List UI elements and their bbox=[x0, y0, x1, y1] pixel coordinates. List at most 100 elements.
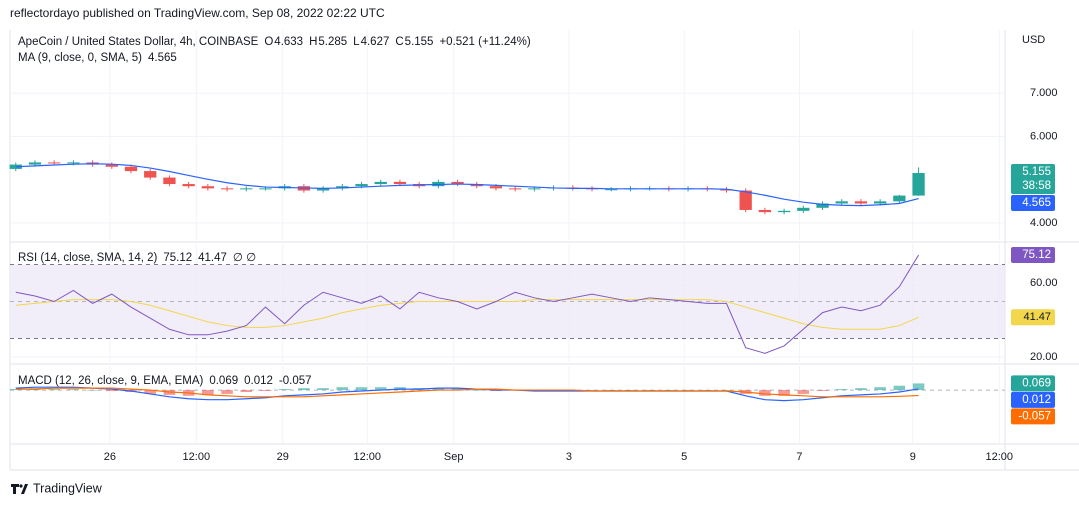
candle-body bbox=[797, 207, 810, 211]
macd-line bbox=[15, 387, 919, 398]
legend-text: RSI (14, close, SMA, 14, 2) bbox=[18, 252, 158, 264]
candle-body bbox=[163, 177, 176, 185]
candle-body bbox=[336, 186, 349, 189]
footer-brand: TradingView bbox=[33, 481, 103, 495]
macd-histogram-bar bbox=[624, 390, 637, 391]
rsi-line bbox=[15, 254, 919, 354]
candle-body bbox=[144, 171, 157, 178]
y-tick-label: 20.00 bbox=[1030, 351, 1058, 363]
macd-histogram-bar bbox=[48, 389, 60, 391]
macd-histogram-bar bbox=[336, 387, 349, 391]
candle-body bbox=[816, 203, 829, 208]
candle-body bbox=[528, 188, 541, 190]
candle-body bbox=[67, 162, 80, 164]
x-tick-label: 26 bbox=[104, 451, 116, 463]
macd-histogram-bar bbox=[240, 390, 253, 392]
candle-body bbox=[220, 188, 234, 190]
legend-text: 0.012 bbox=[244, 375, 273, 387]
legend-text: H bbox=[309, 36, 317, 48]
legend-text: O bbox=[264, 36, 273, 48]
currency-label: USD bbox=[1022, 34, 1045, 46]
macd-histogram-bar bbox=[106, 390, 118, 392]
x-tick-label: 5 bbox=[681, 451, 687, 463]
legend-text: L bbox=[353, 36, 360, 48]
macd-histogram-bar bbox=[67, 389, 80, 391]
macd-histogram-bar bbox=[298, 388, 310, 391]
macd-histogram-bar bbox=[374, 387, 387, 391]
legend-text: 75.12 bbox=[163, 252, 192, 264]
x-tick-label: 9 bbox=[910, 451, 916, 463]
candle-body bbox=[393, 181, 407, 185]
legend-text: -0.057 bbox=[279, 375, 312, 387]
candle-body bbox=[105, 164, 118, 167]
legend-text: C bbox=[395, 36, 403, 48]
candle-body bbox=[854, 201, 868, 204]
candle-body bbox=[182, 184, 195, 187]
candle-body bbox=[893, 195, 906, 202]
candle-body bbox=[912, 173, 925, 196]
macd-histogram-bar bbox=[317, 388, 329, 391]
price-label: 0.012 bbox=[1022, 394, 1051, 406]
macd-histogram-bar bbox=[202, 390, 214, 395]
price-label-box bbox=[1011, 309, 1055, 326]
legend-text: MA (9, close, 0, SMA, 5) bbox=[18, 52, 142, 64]
x-tick-label: 7 bbox=[796, 451, 802, 463]
price-label-box bbox=[1011, 408, 1055, 425]
price-label-box bbox=[1011, 195, 1055, 212]
macd-histogram-bar bbox=[778, 390, 790, 396]
legend-text: 5.155 bbox=[405, 36, 434, 48]
y-tick-label: 6.000 bbox=[1030, 130, 1058, 142]
x-tick-label: 12:00 bbox=[183, 451, 211, 463]
candle-body bbox=[835, 201, 848, 204]
ma-line bbox=[15, 163, 919, 207]
candle-body bbox=[28, 162, 42, 165]
x-tick-label: 12:00 bbox=[354, 451, 382, 463]
candle-body bbox=[451, 181, 464, 185]
candle-body bbox=[201, 186, 214, 189]
candle-body bbox=[605, 189, 618, 191]
price-label-box bbox=[1011, 164, 1055, 195]
legend-text: 0.069 bbox=[209, 375, 238, 387]
macd-histogram-bar bbox=[432, 388, 445, 391]
legend-text: 4.565 bbox=[148, 52, 177, 64]
macd-histogram-bar bbox=[663, 390, 675, 391]
macd-histogram-bar bbox=[912, 383, 925, 391]
macd-histogram-bar bbox=[605, 390, 617, 391]
macd-line bbox=[15, 386, 919, 402]
macd-histogram-bar bbox=[643, 390, 656, 391]
x-tick-label: 29 bbox=[277, 451, 289, 463]
macd-histogram-bar bbox=[759, 390, 771, 396]
macd-histogram-bar bbox=[144, 390, 156, 394]
price-label: -0.057 bbox=[1018, 410, 1051, 422]
legend-text: 4.627 bbox=[361, 36, 390, 48]
macd-histogram-bar bbox=[586, 390, 598, 391]
macd-histogram-bar bbox=[278, 389, 291, 391]
rsi-line bbox=[15, 299, 919, 330]
candle-body bbox=[124, 166, 138, 172]
legend-text: 5.285 bbox=[318, 36, 347, 48]
price-label: 4.565 bbox=[1022, 197, 1051, 209]
price-label-box bbox=[1011, 247, 1055, 264]
price-label: 41.47 bbox=[1023, 311, 1051, 323]
footer-logo bbox=[11, 484, 28, 494]
candle-body bbox=[259, 188, 272, 190]
y-tick-label: 60.00 bbox=[1030, 277, 1058, 289]
legend-text: MACD (12, 26, close, 9, EMA, EMA) bbox=[18, 375, 204, 387]
legend-text: +0.521 (+11.24%) bbox=[439, 36, 530, 48]
macd-histogram-bar bbox=[720, 390, 733, 391]
candle-body bbox=[509, 188, 522, 190]
macd-histogram-bar bbox=[816, 390, 829, 392]
x-tick-label: 3 bbox=[566, 451, 572, 463]
candle-body bbox=[739, 190, 752, 210]
macd-histogram-bar bbox=[701, 390, 714, 391]
price-label: 0.069 bbox=[1022, 377, 1051, 389]
price-label-box bbox=[1011, 375, 1055, 392]
macd-histogram-bar bbox=[893, 385, 906, 391]
price-label-box bbox=[1011, 391, 1055, 408]
macd-histogram-bar bbox=[259, 390, 272, 392]
macd-histogram-bar bbox=[682, 390, 694, 391]
candle-body bbox=[240, 188, 253, 190]
candle-body bbox=[355, 184, 368, 187]
legend-text: 41.47 bbox=[198, 252, 227, 264]
candle-body bbox=[316, 188, 330, 191]
